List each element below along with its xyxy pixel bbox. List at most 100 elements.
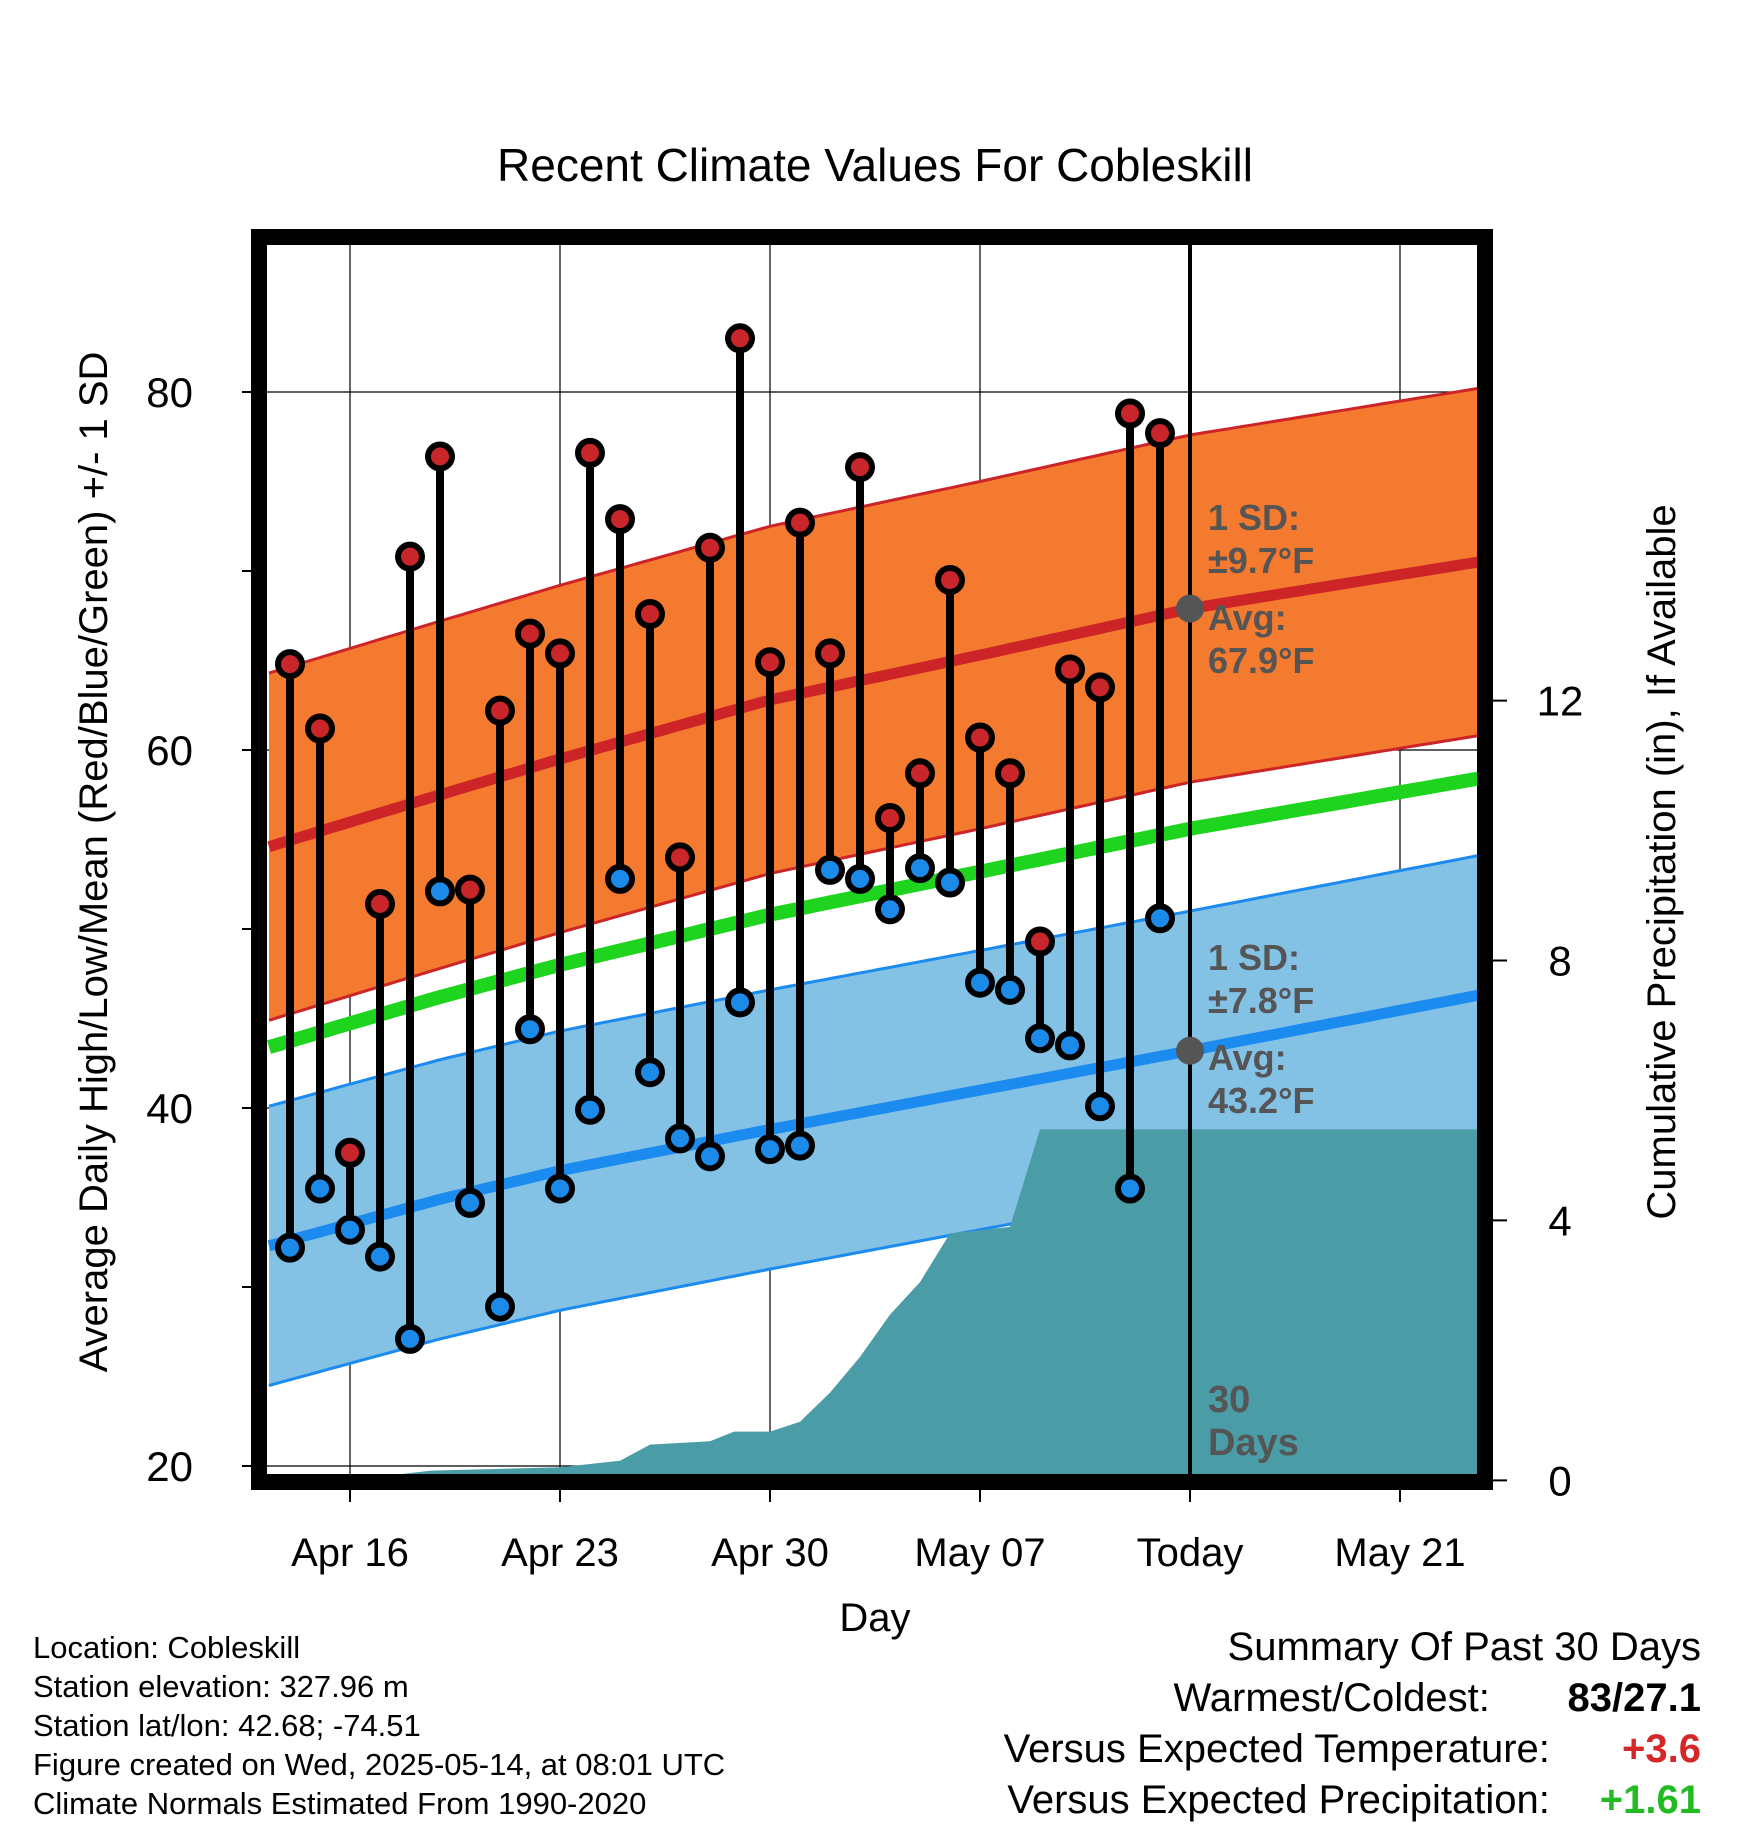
observed-low-point (815, 854, 845, 885)
x-tick-label-1: Apr 23 (501, 1531, 619, 1575)
observed-low-point (365, 1241, 395, 1272)
days-count-number: 30 (1208, 1379, 1250, 1421)
y-tick-label-left-1: 40 (146, 1085, 193, 1132)
observed-high-point (785, 507, 815, 538)
summary-warmest-row: Warmest/Coldest: 83/27.1 (1004, 1673, 1702, 1724)
low-sd-label: 1 SD: (1208, 937, 1300, 978)
observed-low-point (995, 974, 1025, 1005)
info-latlon: Station lat/lon: 42.68; -74.51 (33, 1708, 421, 1743)
observed-high-point (965, 722, 995, 753)
today-high-normal-marker (1176, 594, 1204, 623)
info-location: Location: Cobleskill (33, 1630, 301, 1665)
low-sd-value: ±7.8°F (1208, 980, 1314, 1021)
chart-title: Recent Climate Values For Cobleskill (497, 139, 1253, 191)
observed-low-point (875, 894, 905, 925)
observed-high-point (365, 888, 395, 919)
x-tick-label-0: Apr 16 (291, 1531, 409, 1575)
observed-low-point (455, 1187, 485, 1218)
observed-low-point (1025, 1023, 1055, 1054)
summary-temp-row: Versus Expected Temperature: +3.6 (1004, 1724, 1701, 1775)
observed-low-point (635, 1057, 665, 1088)
x-axis-label: Day (839, 1596, 910, 1640)
observed-low-point (1055, 1030, 1085, 1061)
observed-high-point (845, 452, 875, 483)
info-created: Figure created on Wed, 2025-05-14, at 08… (33, 1747, 726, 1782)
y-tick-label-right-1: 4 (1548, 1197, 1571, 1244)
y-tick-label-right-2: 8 (1548, 938, 1571, 985)
summary-precip-label: Versus Expected Precipitation: (1007, 1778, 1550, 1822)
summary-temp-value: +3.6 (1622, 1727, 1701, 1771)
observed-high-point (635, 598, 665, 629)
observed-low-point (965, 967, 995, 998)
plot-frame (251, 229, 1493, 1490)
today-low-normal-marker (1176, 1036, 1204, 1065)
observed-high-point (935, 564, 965, 595)
observed-high-point (995, 758, 1025, 789)
observed-low-point (1145, 903, 1175, 934)
summary-warmest-value: 83/27.1 (1567, 1676, 1701, 1720)
observed-low-point (1085, 1091, 1115, 1122)
observed-low-point (695, 1141, 725, 1172)
observed-high-point (545, 638, 575, 669)
observed-high-point (395, 541, 425, 572)
observed-high-point (605, 504, 635, 535)
x-tick-label-3: May 07 (914, 1531, 1045, 1575)
observed-high-point (515, 618, 545, 649)
observed-low-point (335, 1214, 365, 1245)
observed-low-point (425, 876, 455, 907)
station-info: Location: Cobleskill Station elevation: … (33, 1628, 725, 1823)
high-upper-sd-line (268, 387, 1477, 675)
observed-low-point (545, 1173, 575, 1204)
y-tick-label-left-3: 80 (146, 369, 193, 416)
summary-temp-label: Versus Expected Temperature: (1003, 1727, 1550, 1771)
y-tick-label-right-3: 12 (1537, 678, 1584, 725)
info-normals: Climate Normals Estimated From 1990-2020 (33, 1786, 647, 1821)
observed-high-point (695, 532, 725, 563)
observed-low-point (725, 987, 755, 1018)
observed-high-point (725, 323, 755, 354)
summary-precip-row: Versus Expected Precipitation: +1.61 (1004, 1775, 1701, 1826)
observed-low-point (485, 1291, 515, 1322)
observed-low-point (275, 1232, 305, 1263)
observed-high-point (575, 437, 605, 468)
observed-high-point (1145, 418, 1175, 449)
high-sd-label: 1 SD: (1208, 497, 1300, 538)
observed-high-point (815, 638, 845, 669)
summary-title: Summary Of Past 30 Days (1227, 1625, 1701, 1669)
observed-low-point (575, 1094, 605, 1125)
low-avg-label: Avg: (1208, 1037, 1287, 1078)
observed-high-point (485, 695, 515, 726)
observed-low-point (515, 1014, 545, 1045)
observed-low-point (785, 1130, 815, 1161)
high-sd-value: ±9.7°F (1208, 540, 1314, 581)
observed-low-point (755, 1134, 785, 1165)
x-tick-label-4: Today (1137, 1531, 1244, 1575)
observed-low-point (395, 1323, 425, 1354)
y-axis-label-left: Average Daily High/Low/Mean (Red/Blue/Gr… (72, 352, 116, 1373)
high-sd-band (269, 388, 1477, 1021)
y-tick-label-right-0: 0 (1548, 1457, 1571, 1504)
x-tick-label-5: May 21 (1334, 1531, 1465, 1575)
info-elevation: Station elevation: 327.96 m (33, 1669, 409, 1704)
days-count-label: Days (1208, 1422, 1299, 1464)
high-normal-line (267, 556, 1477, 852)
high-avg-value: 67.9°F (1208, 640, 1314, 681)
observed-low-point (905, 853, 935, 884)
observed-low-point (845, 863, 875, 894)
observed-high-point (665, 842, 695, 873)
observed-low-point (305, 1173, 335, 1204)
y-axis-label-right: Cumulative Precipitation (in), If Availa… (1640, 504, 1684, 1219)
precipitation-area (403, 1129, 1477, 1474)
observed-high-point (275, 649, 305, 680)
observed-low-point (665, 1123, 695, 1154)
observed-high-point (1055, 654, 1085, 685)
y-tick-label-left-0: 20 (146, 1443, 193, 1490)
y-tick-label-left-2: 60 (146, 727, 193, 774)
observed-low-point (1115, 1173, 1145, 1204)
low-sd-band (269, 855, 1477, 1386)
observed-high-point (335, 1137, 365, 1168)
summary-panel: Summary Of Past 30 Days Warmest/Coldest:… (1004, 1622, 1701, 1826)
observed-high-point (305, 713, 335, 744)
